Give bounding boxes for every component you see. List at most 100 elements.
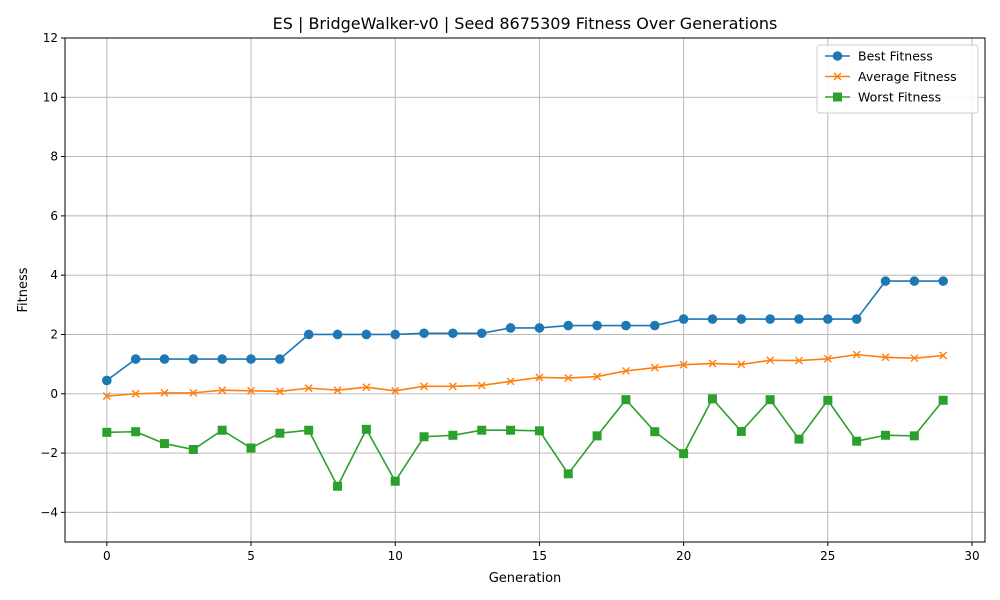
worst-fitness-point — [102, 427, 112, 437]
worst-fitness-point — [707, 394, 717, 404]
x-tick-label: 25 — [820, 549, 835, 563]
x-marker-stroke — [362, 383, 371, 392]
best-fitness-point — [736, 314, 747, 324]
y-tick-label: −2 — [40, 446, 58, 460]
worst-fitness-point — [852, 436, 862, 446]
best-fitness-point — [159, 354, 170, 364]
worst-fitness-point — [938, 395, 948, 405]
best-fitness-point — [880, 276, 891, 286]
best-fitness-point — [563, 320, 574, 331]
average-fitness-point — [708, 359, 717, 368]
best-fitness-point — [678, 314, 689, 324]
worst-fitness-point — [736, 426, 746, 436]
x-marker-stroke — [708, 359, 717, 368]
worst-fitness-point — [794, 434, 804, 444]
best-fitness-point — [794, 314, 804, 324]
legend-box — [816, 44, 979, 114]
worst-fitness-point — [390, 476, 400, 486]
x-marker-stroke — [766, 356, 775, 365]
x-marker-stroke — [420, 382, 429, 391]
average-fitness-point — [506, 377, 515, 386]
average-fitness-point — [391, 386, 400, 395]
worst-fitness-point — [881, 430, 891, 440]
best-fitness-point — [332, 329, 343, 340]
average-fitness-point — [564, 374, 573, 383]
average-fitness-point — [939, 351, 948, 360]
average-fitness-point — [823, 354, 832, 363]
y-tick-label: 8 — [50, 150, 58, 164]
x-marker-stroke — [448, 382, 457, 391]
best-fitness-point — [361, 329, 372, 340]
x-marker-stroke — [679, 360, 688, 369]
best-fitness-point — [823, 314, 833, 324]
worst-fitness-point — [275, 428, 285, 438]
legend-swatch-marker — [833, 92, 842, 102]
average-fitness-point — [304, 384, 313, 393]
worst-fitness-point — [650, 427, 660, 437]
worst-fitness-series — [102, 394, 948, 491]
y-tick-label: −4 — [40, 505, 58, 519]
best-fitness-point — [765, 314, 775, 324]
average-fitness-point — [420, 382, 429, 391]
average-fitness-point — [247, 386, 256, 395]
x-marker-stroke — [304, 384, 313, 393]
y-tick-label: 4 — [50, 268, 58, 282]
x-marker-stroke — [833, 72, 842, 81]
y-tick-label: 0 — [50, 387, 58, 401]
average-fitness-point — [852, 350, 861, 359]
average-fitness-point — [362, 383, 371, 392]
best-fitness-point — [938, 276, 948, 286]
best-fitness-point — [188, 354, 199, 364]
average-fitness-series — [102, 350, 948, 401]
best-fitness-series — [102, 276, 948, 386]
worst-fitness-point — [909, 431, 919, 441]
x-marker-stroke — [275, 387, 284, 396]
average-fitness-point — [881, 353, 890, 362]
worst-fitness-point — [592, 431, 602, 441]
worst-fitness-point — [823, 395, 833, 405]
worst-fitness-point — [621, 395, 631, 405]
best-fitness-point — [909, 276, 920, 286]
x-tick-label: 10 — [388, 549, 403, 563]
grid-layer — [65, 37, 985, 542]
best-fitness-line — [106, 280, 944, 382]
best-fitness-point — [476, 328, 487, 339]
average-fitness-point — [650, 363, 659, 372]
worst-fitness-line — [106, 397, 944, 489]
y-axis-label: Fitness — [16, 267, 31, 312]
average-fitness-point — [477, 381, 486, 390]
average-fitness-point — [621, 366, 630, 375]
worst-fitness-point — [477, 425, 487, 435]
x-marker-stroke — [247, 386, 256, 395]
x-marker-stroke — [535, 373, 544, 382]
best-fitness-point — [102, 375, 112, 386]
legend-item-best-fitness: Best Fitness — [825, 49, 933, 64]
y-tick-label: 12 — [43, 31, 58, 45]
average-fitness-point — [448, 382, 457, 391]
x-marker-stroke — [910, 354, 919, 363]
worst-fitness-point — [534, 426, 544, 436]
legend-item-worst-fitness: Worst Fitness — [825, 90, 941, 105]
average-fitness-point — [275, 387, 284, 396]
best-fitness-point — [246, 354, 256, 364]
x-tick-label: 0 — [103, 549, 111, 563]
x-marker-stroke — [621, 366, 630, 375]
worst-fitness-point — [448, 430, 458, 440]
x-marker-stroke — [881, 353, 890, 362]
y-tick-label: 2 — [50, 327, 58, 341]
best-fitness-point — [649, 320, 660, 331]
x-marker-stroke — [391, 386, 400, 395]
average-fitness-line — [106, 353, 944, 397]
worst-fitness-point — [333, 481, 343, 491]
legend: Best Fitness Average Fitness Worst Fitness — [816, 44, 979, 114]
average-fitness-point — [102, 392, 111, 401]
average-fitness-point — [333, 386, 342, 395]
x-marker-stroke — [102, 392, 111, 401]
x-marker-stroke — [218, 386, 227, 395]
x-marker-stroke — [593, 372, 602, 381]
x-marker-stroke — [477, 381, 486, 390]
x-marker-stroke — [131, 389, 140, 398]
average-fitness-point — [131, 389, 140, 398]
x-tick-label: 30 — [964, 549, 979, 563]
